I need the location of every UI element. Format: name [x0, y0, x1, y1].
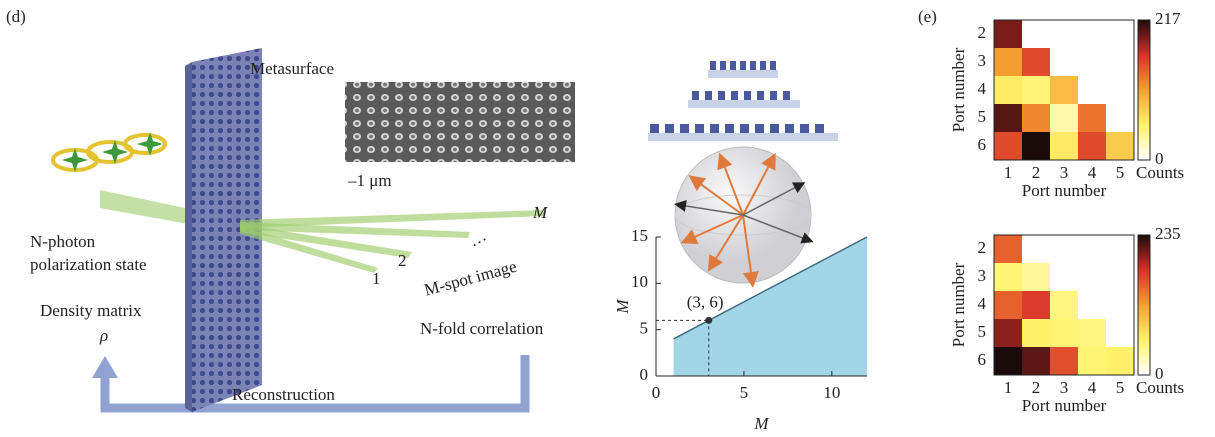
heatmap-cell: [1022, 104, 1050, 132]
x-tick-label: 4: [1088, 163, 1097, 182]
colorbar: [1138, 235, 1150, 375]
heatmap-cell: [1022, 132, 1050, 160]
heatmap-cell: [1106, 347, 1134, 375]
spot-label: M: [532, 203, 548, 222]
heatmap-cell: [994, 20, 1022, 48]
y-tick-label: 2: [978, 23, 987, 42]
x-axis-label: Port number: [1022, 181, 1107, 200]
reconstruction-label: Reconstruction: [232, 385, 335, 404]
rho-label: ρ: [99, 326, 108, 345]
correlation-label: N-fold correlation: [420, 319, 544, 338]
heatmap-cell: [1022, 347, 1050, 375]
x-axis-label: M: [753, 414, 769, 433]
heatmap-cell: [1078, 347, 1106, 375]
x-tick-label: 1: [1004, 163, 1013, 182]
y-tick-label: 5: [640, 319, 649, 338]
heatmap-cell: [994, 263, 1022, 291]
input-label: N-photon: [30, 232, 96, 251]
y-tick-label: 15: [631, 226, 648, 245]
colorbar-tick-label: 235: [1155, 224, 1181, 243]
y-axis-label: Port number: [949, 262, 968, 347]
heatmap-cell: [994, 104, 1022, 132]
x-tick-label: 3: [1060, 378, 1069, 397]
y-axis-label: Port number: [949, 47, 968, 132]
spot-image-label: M-spot image: [422, 257, 519, 300]
x-tick-label: 5: [1116, 163, 1125, 182]
panel-label: (d): [6, 7, 26, 26]
heatmap-cell: [994, 319, 1022, 347]
colorbar-label: Counts: [1136, 163, 1184, 182]
heatmap-cell: [1106, 132, 1134, 160]
heatmap-cell: [1078, 132, 1106, 160]
colorbar-tick-label: 217: [1155, 9, 1181, 28]
heatmap-cell: [1022, 76, 1050, 104]
figure: (d) (e) Metasurface –1 μm N-photon polar…: [0, 0, 1215, 437]
y-tick-label: 3: [978, 51, 987, 70]
y-tick-label: 4: [978, 79, 987, 98]
spot-label: ···: [468, 230, 492, 255]
y-tick-label: 4: [978, 294, 987, 313]
x-tick-label: 5: [740, 383, 749, 402]
heatmap-cell: [994, 76, 1022, 104]
heatmap-cell: [1022, 263, 1050, 291]
heatmap-cell: [1022, 48, 1050, 76]
heatmap-cell: [1022, 319, 1050, 347]
scale-bar-label: –1 μm: [347, 171, 392, 190]
heatmap-cell: [1050, 291, 1078, 319]
x-tick-label: 2: [1032, 378, 1041, 397]
point: [705, 317, 712, 324]
y-tick-label: 3: [978, 266, 987, 285]
x-tick-label: 3: [1060, 163, 1069, 182]
heatmap-cell: [994, 235, 1022, 263]
panel-label: (e): [918, 7, 937, 26]
y-tick-label: 6: [978, 135, 987, 154]
point-label: (3, 6): [687, 292, 724, 311]
heatmap-cell: [1050, 104, 1078, 132]
input-label: polarization state: [30, 255, 147, 274]
density-label: Density matrix: [40, 301, 142, 320]
heatmap-cell: [1050, 347, 1078, 375]
heatmap-cell: [1050, 132, 1078, 160]
x-tick-label: 0: [652, 383, 661, 402]
heatmap-cell: [994, 132, 1022, 160]
y-tick-label: 5: [978, 322, 987, 341]
x-tick-label: 1: [1004, 378, 1013, 397]
x-tick-label: 4: [1088, 378, 1097, 397]
y-tick-label: 0: [640, 365, 649, 384]
heatmap-cell: [1050, 76, 1078, 104]
heatmap-cell: [1078, 104, 1106, 132]
heatmap-cell: [1078, 319, 1106, 347]
colorbar-label: Counts: [1136, 378, 1184, 397]
heatmap-cell: [994, 291, 1022, 319]
x-axis-label: Port number: [1022, 396, 1107, 415]
x-tick-label: 2: [1032, 163, 1041, 182]
spot-label: 1: [372, 269, 381, 288]
y-axis-label: M: [613, 299, 632, 315]
y-tick-label: 10: [631, 272, 648, 291]
metasurface-label: Metasurface: [250, 59, 334, 78]
heatmap-cell: [1050, 319, 1078, 347]
heatmap-cell: [1022, 291, 1050, 319]
y-tick-label: 5: [978, 107, 987, 126]
spot-label: 2: [398, 251, 407, 270]
y-tick-label: 2: [978, 238, 987, 257]
x-tick-label: 5: [1116, 378, 1125, 397]
colorbar: [1138, 20, 1150, 160]
x-tick-label: 10: [823, 383, 840, 402]
heatmap-cell: [994, 347, 1022, 375]
heatmap-cell: [994, 48, 1022, 76]
y-tick-label: 6: [978, 350, 987, 369]
